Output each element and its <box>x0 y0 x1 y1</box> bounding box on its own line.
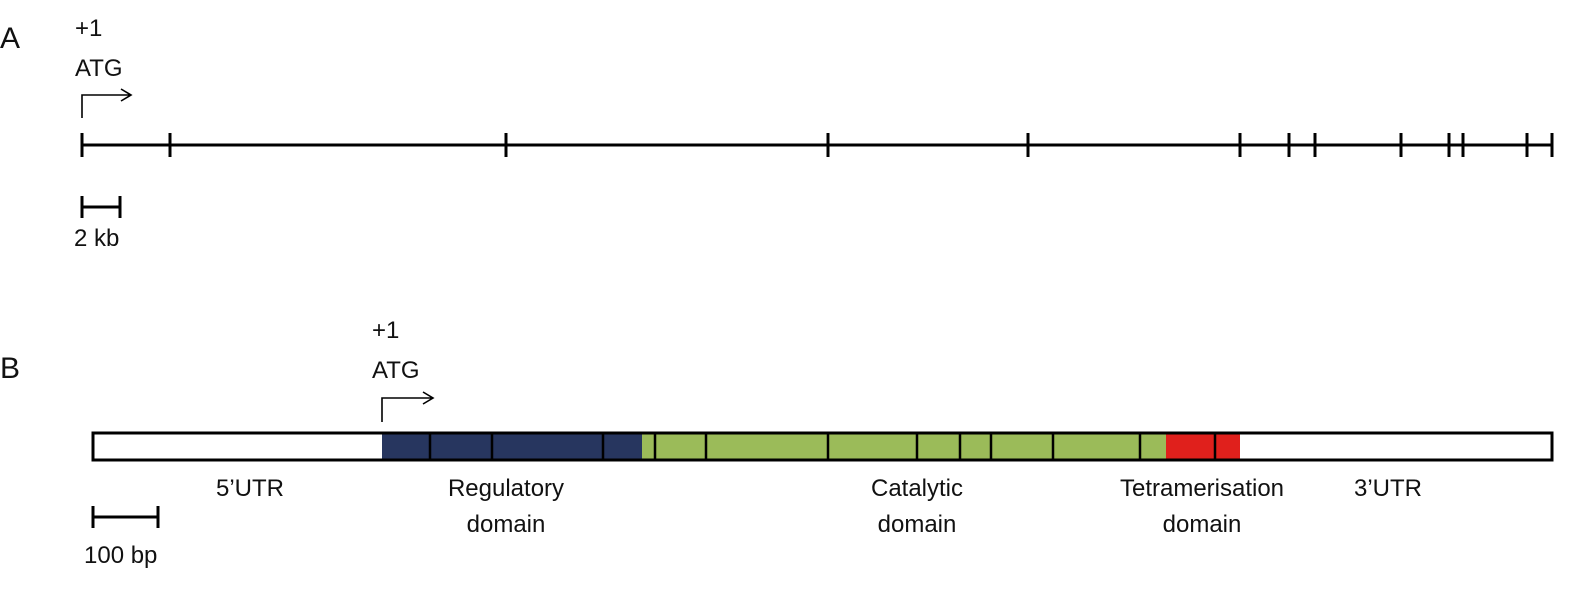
panel-b: B +1 ATG 5’UTR Regulatory domain Catalyt… <box>0 317 1554 569</box>
scale-bar <box>91 506 160 528</box>
panel-label: B <box>0 352 20 385</box>
region-label: Tetramerisation <box>1120 475 1284 502</box>
mrna-bar <box>91 431 1554 462</box>
start-arrow <box>81 88 133 118</box>
mrna-outline <box>91 431 1554 462</box>
start-arrow <box>381 391 435 422</box>
gene-line <box>80 133 1554 157</box>
exon-boundaries <box>428 433 1217 460</box>
start-position: +1 <box>372 317 399 344</box>
scale-label: 100 bp <box>84 542 157 569</box>
panel-label: A <box>0 22 20 55</box>
region-label: Regulatory <box>448 475 564 502</box>
region-label: domain <box>1163 511 1242 538</box>
catalytic-region <box>642 433 1166 460</box>
regulatory-region <box>382 433 642 460</box>
region-label: Catalytic <box>871 475 963 502</box>
region-label: 5’UTR <box>216 475 284 502</box>
region-label: domain <box>467 511 546 538</box>
start-codon: ATG <box>372 357 420 384</box>
region-label: domain <box>878 511 957 538</box>
start-position: +1 <box>75 15 102 42</box>
scale-bar <box>80 196 122 218</box>
panel-a: A +1 ATG 2 kb <box>0 15 1554 252</box>
utr3-region <box>1240 433 1552 460</box>
start-codon: ATG <box>75 55 123 82</box>
region-label: 3’UTR <box>1354 475 1422 502</box>
scale-label: 2 kb <box>74 225 119 252</box>
tetramerisation-region <box>1166 433 1240 460</box>
utr5-region <box>93 433 382 460</box>
exon-ticks <box>80 133 1554 157</box>
